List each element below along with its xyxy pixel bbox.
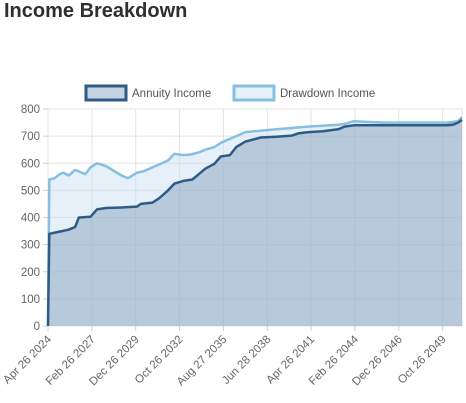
y-tick-label: 600 [21, 158, 40, 170]
y-tick-label: 800 [21, 104, 40, 116]
legend: Annuity Income Drawdown Income [84, 84, 375, 102]
y-tick-label: 300 [21, 240, 40, 252]
legend-label-annuity: Annuity Income [132, 88, 211, 100]
legend-item-annuity[interactable]: Annuity Income [84, 84, 211, 102]
y-axis: 0 100 200 300 400 500 600 700 800 [21, 104, 48, 333]
drawdown-income-area [48, 117, 462, 326]
legend-item-drawdown[interactable]: Drawdown Income [232, 84, 375, 102]
legend-swatch-drawdown [232, 84, 276, 102]
drawdown-income-line [46, 116, 463, 327]
plot-area [46, 116, 463, 327]
y-tick-label: 700 [21, 131, 40, 143]
y-tick-label: 100 [21, 294, 40, 306]
legend-label-drawdown: Drawdown Income [280, 88, 375, 100]
y-tick-label: 0 [34, 321, 40, 333]
y-tick-label: 500 [21, 185, 40, 197]
annuity-income-area [48, 119, 462, 327]
annuity-income-line [46, 118, 463, 327]
page-title: Income Breakdown [4, 0, 188, 22]
y-tick-label: 400 [21, 213, 40, 225]
legend-swatch-annuity [84, 84, 128, 102]
y-tick-label: 200 [21, 267, 40, 279]
